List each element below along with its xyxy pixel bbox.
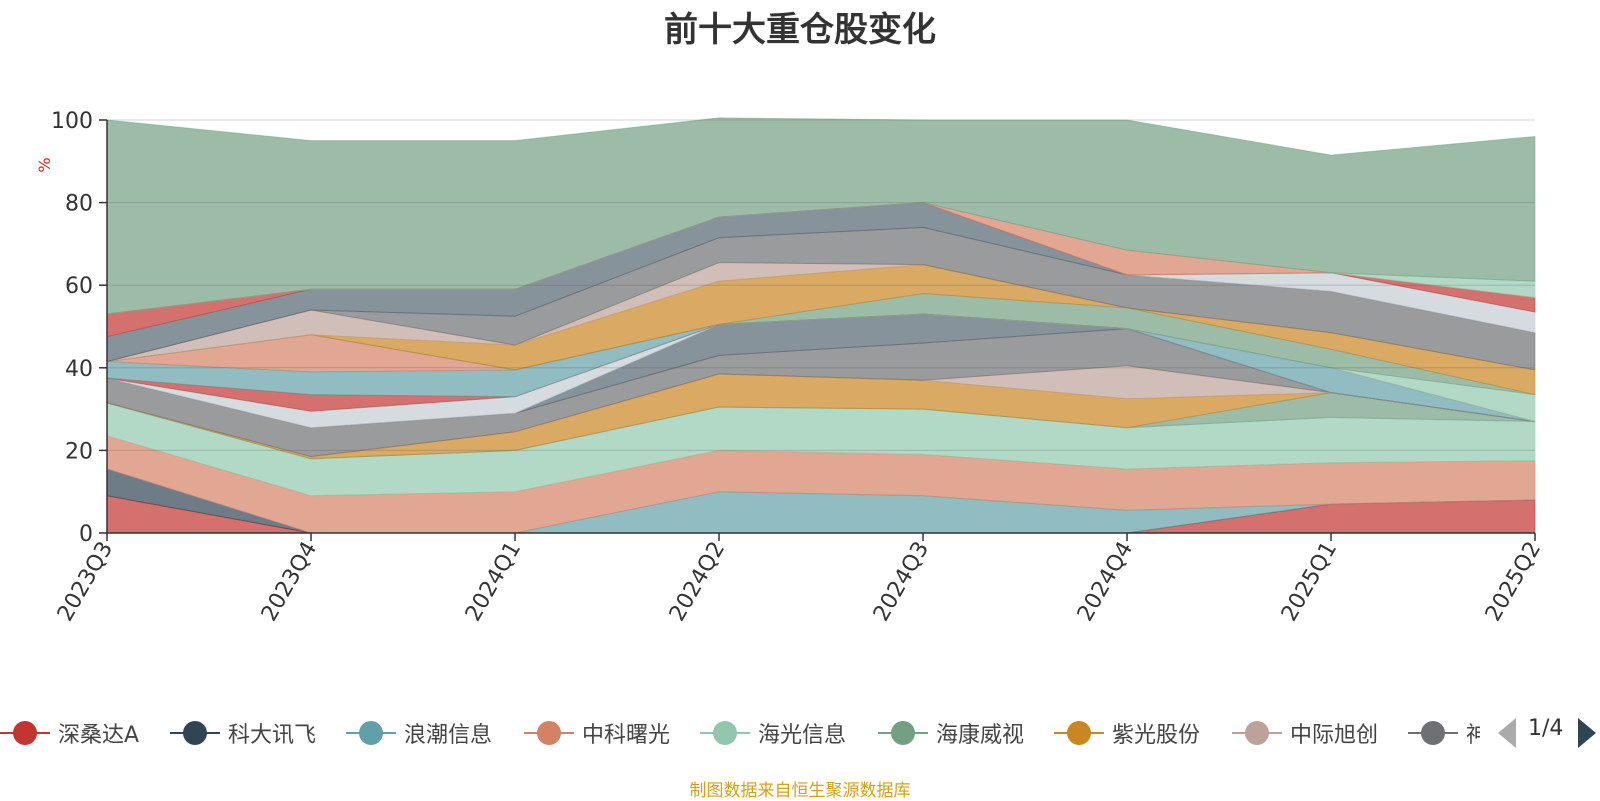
x-tick-label: 2025Q1 (1277, 538, 1342, 626)
legend-prev-page-icon[interactable] (1498, 718, 1516, 748)
y-tick-label: 80 (65, 192, 93, 217)
legend-item[interactable]: 深桑达A (0, 705, 139, 761)
y-tick-label: 100 (51, 109, 93, 134)
legend-label: 海光信息 (758, 723, 847, 748)
x-tick-label: 2023Q3 (53, 538, 118, 626)
legend-item[interactable]: 神州数码 (1408, 705, 1480, 761)
x-tick-label: 2024Q2 (665, 538, 730, 626)
legend: 深桑达A 科大讯飞 浪潮信息 中科曙光 海光信息 海康威视 紫光股份 中际旭创 神州数码 (0, 705, 1600, 765)
legend-label: 中科曙光 (582, 723, 671, 748)
x-tick-label: 2024Q1 (461, 538, 526, 626)
legend-marker-icon (700, 718, 750, 748)
legend-item[interactable]: 浪潮信息 (346, 705, 492, 761)
y-tick-label: 60 (65, 274, 93, 299)
legend-marker-icon (346, 718, 396, 748)
legend-label: 科大讯飞 (228, 723, 317, 748)
legend-marker-icon (1232, 718, 1282, 748)
legend-marker-icon (1054, 718, 1104, 748)
legend-item[interactable]: 海光信息 (700, 705, 846, 761)
chart-plot: 0 20 40 60 80 100% 2023Q3 2023Q4 2024Q1 2024Q2 202… (35, 109, 1546, 626)
legend-label: 海康威视 (936, 723, 1025, 748)
legend-marker-icon (0, 718, 50, 748)
legend-label: 神州数码 (1466, 723, 1480, 748)
legend-label: 紫光股份 (1112, 723, 1201, 748)
legend-marker-icon (170, 718, 220, 748)
legend-marker-icon (878, 718, 928, 748)
source-note: 制图数据来自恒生聚源数据库 (689, 781, 911, 801)
x-tick-label: 2025Q2 (1481, 538, 1546, 626)
legend-items: 深桑达A 科大讯飞 浪潮信息 中科曙光 海光信息 海康威视 紫光股份 中际旭创 神州数码 (0, 705, 1480, 765)
legend-marker-icon (1408, 718, 1458, 748)
stacked-areas (106, 117, 1536, 534)
chart-title: 前十大重仓股变化 (664, 10, 936, 50)
legend-next-page-icon[interactable] (1578, 718, 1596, 748)
legend-marker-icon (524, 718, 574, 748)
y-tick-label: 0 (79, 522, 93, 547)
legend-item[interactable]: 紫光股份 (1054, 705, 1200, 761)
x-tick-label: 2023Q4 (257, 538, 322, 626)
legend-item[interactable]: 海康威视 (878, 705, 1024, 761)
legend-label: 中际旭创 (1290, 723, 1379, 748)
legend-label: 深桑达A (58, 723, 140, 748)
legend-item[interactable]: 中际旭创 (1232, 705, 1378, 761)
area-series-24 (106, 117, 1536, 315)
legend-item[interactable]: 中科曙光 (524, 705, 670, 761)
legend-item[interactable]: 科大讯飞 (170, 705, 316, 761)
y-tick-label: 40 (65, 357, 93, 382)
legend-page-indicator: 1/4 (1528, 716, 1564, 741)
y-tick-label: 20 (65, 439, 93, 464)
legend-label: 浪潮信息 (404, 723, 493, 748)
x-tick-label: 2024Q3 (869, 538, 934, 626)
y-axis-label: % (35, 157, 54, 172)
x-tick-label: 2024Q4 (1073, 538, 1138, 626)
